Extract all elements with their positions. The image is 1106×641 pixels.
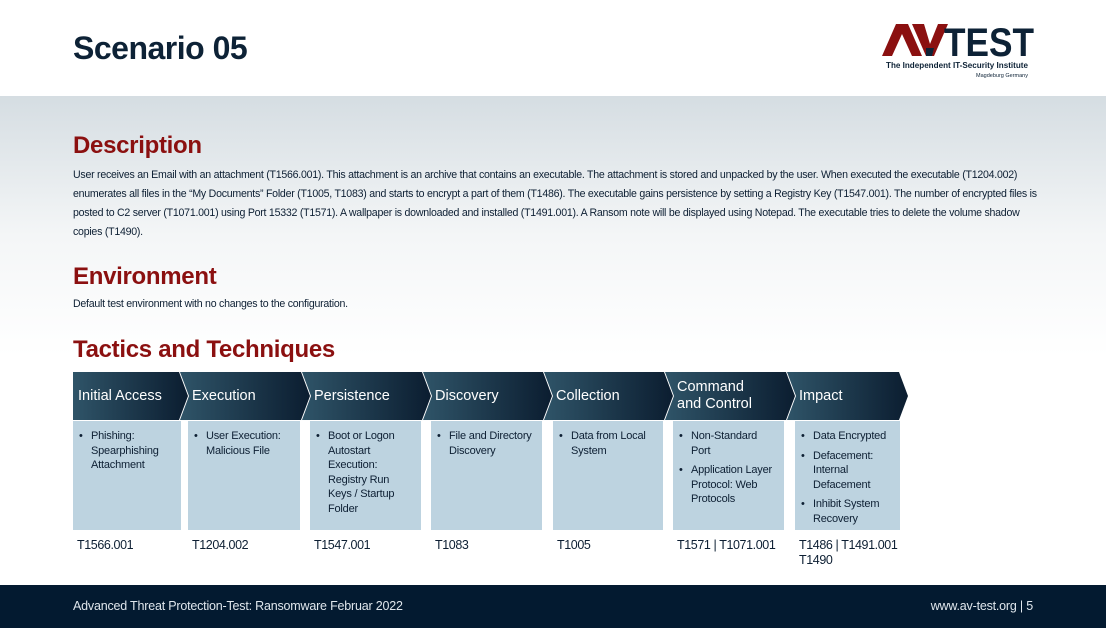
tactic-name: Initial Access bbox=[78, 387, 162, 404]
svg-text:Magdeburg Germany: Magdeburg Germany bbox=[976, 73, 1028, 79]
tactic-name: Command and Control bbox=[677, 379, 752, 412]
technique-item: File and Directory Discovery bbox=[437, 429, 536, 458]
technique-item: Data from Local System bbox=[559, 429, 657, 458]
technique-codes: T1566.001 bbox=[77, 538, 134, 552]
technique-card: Boot or Logon Autostart Execution: Regis… bbox=[310, 421, 421, 530]
environment-text: Default test environment with no changes… bbox=[73, 298, 348, 310]
technique-card: Data from Local System bbox=[553, 421, 663, 530]
tactic-header: Impact bbox=[787, 372, 908, 420]
technique-codes: T1005 bbox=[557, 538, 591, 552]
technique-item: Defacement: Internal Defacement bbox=[801, 449, 894, 493]
technique-codes: T1083 bbox=[435, 538, 469, 552]
technique-item: Boot or Logon Autostart Execution: Regis… bbox=[316, 429, 415, 516]
technique-item: Data Encrypted bbox=[801, 429, 894, 444]
description-text: User receives an Email with an attachmen… bbox=[73, 169, 1037, 238]
tactics-heading: Tactics and Techniques bbox=[73, 336, 335, 363]
technique-card: File and Directory Discovery bbox=[431, 421, 542, 530]
technique-item: Phishing: Spearphishing Attachment bbox=[79, 429, 175, 473]
footer-page: www.av-test.org | 5 bbox=[930, 599, 1033, 613]
av-test-logo: TEST The Independent IT-Security Institu… bbox=[882, 21, 1034, 79]
technique-card: Data Encrypted Defacement: Internal Defac… bbox=[795, 421, 900, 530]
technique-codes: T1204.002 bbox=[192, 538, 249, 552]
tactic-header: Persistence bbox=[302, 372, 431, 420]
technique-codes: T1486 | T1491.001 T1490 bbox=[799, 538, 898, 567]
svg-text:The Independent IT-Security In: The Independent IT-Security Institute bbox=[886, 60, 1028, 70]
technique-card: Non-Standard Port Application Layer Proto… bbox=[673, 421, 784, 530]
svg-text:TEST: TEST bbox=[944, 21, 1034, 65]
tactic-name: Impact bbox=[799, 387, 843, 404]
tactic-name: Execution bbox=[192, 387, 256, 404]
page-title: Scenario 05 bbox=[73, 30, 248, 66]
technique-item: User Execution: Malicious File bbox=[194, 429, 294, 458]
tactic-name: Collection bbox=[556, 387, 620, 404]
technique-item: Inhibit System Recovery bbox=[801, 497, 894, 526]
tactic-header: Initial Access bbox=[73, 372, 188, 420]
technique-item: Application Layer Protocol: Web Protocol… bbox=[679, 463, 778, 507]
footer: Advanced Threat Protection-Test: Ransomw… bbox=[0, 585, 1106, 628]
tactic-header: Execution bbox=[180, 372, 310, 420]
environment-heading: Environment bbox=[73, 263, 217, 290]
tactic-header: Collection bbox=[544, 372, 673, 420]
tactic-header: Discovery bbox=[423, 372, 552, 420]
tactic-header: Command and Control bbox=[665, 372, 795, 420]
tactic-name: Discovery bbox=[435, 387, 499, 404]
technique-item: Non-Standard Port bbox=[679, 429, 778, 458]
footer-title: Advanced Threat Protection-Test: Ransomw… bbox=[73, 599, 403, 613]
technique-codes: T1571 | T1071.001 bbox=[677, 538, 776, 552]
tactic-name: Persistence bbox=[314, 387, 390, 404]
technique-card: Phishing: Spearphishing Attachment bbox=[73, 421, 181, 530]
technique-card: User Execution: Malicious File bbox=[188, 421, 300, 530]
technique-codes: T1547.001 bbox=[314, 538, 371, 552]
description-heading: Description bbox=[73, 132, 202, 159]
